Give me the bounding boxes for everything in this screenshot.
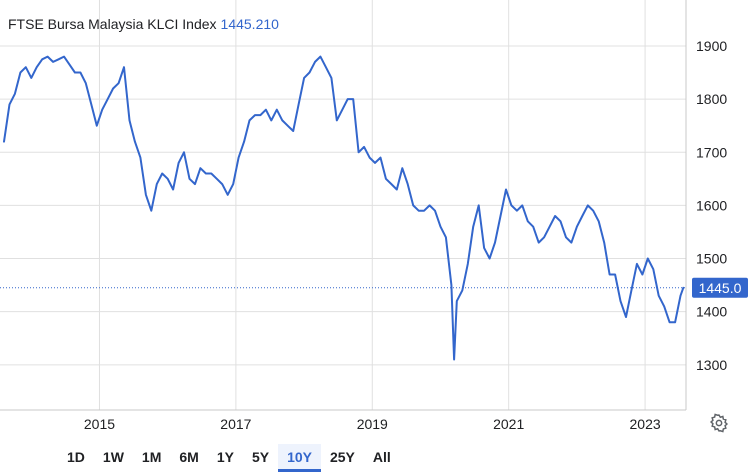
data-series xyxy=(0,55,686,361)
y-tick-label: 1400 xyxy=(696,304,727,320)
range-button-1y[interactable]: 1Y xyxy=(216,449,234,465)
range-selector: 1D 1W 1M 6M 1Y 5Y 10Y 25Y All xyxy=(58,444,400,472)
x-tick-label: 2021 xyxy=(493,416,524,432)
last-value-label: 1445.0 xyxy=(699,280,742,296)
x-tick-label: 2019 xyxy=(357,416,388,432)
range-button-10y[interactable]: 10Y xyxy=(278,444,321,472)
y-tick-label: 1600 xyxy=(696,197,727,213)
y-tick-label: 1800 xyxy=(696,91,727,107)
chart-title: FTSE Bursa Malaysia KLCI Index 1445.210 xyxy=(8,16,279,32)
range-button-1d[interactable]: 1D xyxy=(67,449,85,465)
x-tick-label: 2017 xyxy=(220,416,251,432)
y-tick-label: 1900 xyxy=(696,38,727,54)
range-button-6m[interactable]: 6M xyxy=(179,449,199,465)
y-tick-label: 1500 xyxy=(696,251,727,267)
x-tick-label: 2015 xyxy=(84,416,115,432)
range-button-25y[interactable]: 25Y xyxy=(329,449,355,465)
last-value-badge xyxy=(692,277,748,298)
index-price: 1445.210 xyxy=(220,16,279,32)
axes xyxy=(0,0,687,411)
range-button-1w[interactable]: 1W xyxy=(102,449,124,465)
grid-lines xyxy=(0,0,686,410)
range-button-5y[interactable]: 5Y xyxy=(251,449,270,465)
y-tick-label: 1300 xyxy=(696,357,727,373)
gear-icon[interactable] xyxy=(709,413,729,433)
series-line xyxy=(3,55,685,361)
index-name: FTSE Bursa Malaysia KLCI Index xyxy=(8,16,217,32)
range-button-all[interactable]: All xyxy=(372,449,391,465)
y-tick-label: 1700 xyxy=(696,144,727,160)
range-button-1m[interactable]: 1M xyxy=(141,449,162,465)
x-tick-label: 2023 xyxy=(630,416,661,432)
tick-labels: 1300 1400 1500 1600 1700 1800 1900 2015 2017 2019… xyxy=(84,38,748,432)
